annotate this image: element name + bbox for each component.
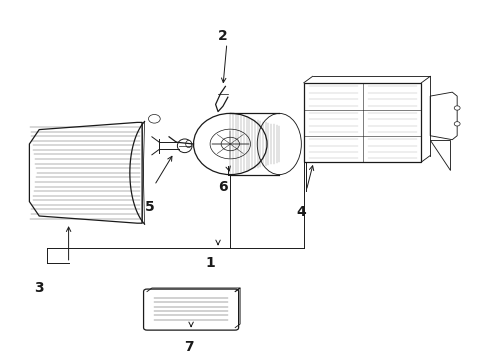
Text: 5: 5 (145, 200, 154, 214)
Text: 1: 1 (206, 256, 216, 270)
Circle shape (148, 114, 160, 123)
Text: 2: 2 (218, 29, 228, 43)
Bar (304, 83, 421, 162)
Ellipse shape (194, 113, 267, 175)
Ellipse shape (177, 139, 192, 153)
Text: 4: 4 (296, 205, 306, 219)
Circle shape (454, 106, 460, 110)
Text: 3: 3 (34, 281, 44, 295)
Text: 7: 7 (184, 340, 194, 354)
Text: 6: 6 (218, 180, 228, 194)
Polygon shape (430, 92, 457, 140)
Polygon shape (29, 122, 142, 223)
Circle shape (454, 122, 460, 126)
Ellipse shape (186, 140, 192, 148)
Polygon shape (430, 140, 450, 170)
FancyBboxPatch shape (144, 289, 239, 330)
